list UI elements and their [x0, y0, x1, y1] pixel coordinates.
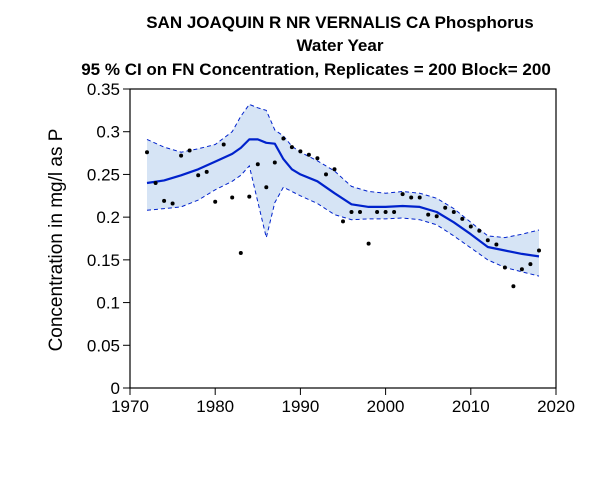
observed-point [298, 149, 303, 154]
fn-concentration-line [146, 138, 540, 258]
observed-point [179, 153, 184, 158]
observed-point [204, 169, 209, 174]
observed-point [426, 212, 431, 217]
y-tick-label: 0.1 [96, 294, 120, 313]
observed-point [272, 160, 277, 165]
observed-point [187, 148, 192, 153]
observed-point [264, 185, 269, 190]
plot-area: 1970 1980 1990 2000 2010 2020 0 0.05 0.1 0.15 0.2 0… [87, 80, 575, 416]
observed-point [375, 210, 380, 214]
observed-point [502, 265, 507, 270]
observed-point [153, 181, 158, 185]
observed-point [434, 214, 439, 219]
observed-point [170, 201, 175, 206]
observed-point [221, 142, 226, 147]
observed-point [528, 262, 533, 267]
observed-point [409, 195, 414, 200]
observed-point [519, 267, 524, 272]
observed-point [162, 198, 167, 203]
chart-title-line-3: 95 % CI on FN Concentration, Replicates … [81, 60, 551, 79]
plot-frame [129, 88, 557, 389]
observed-point [511, 284, 516, 289]
ci-upper-line [146, 103, 540, 239]
observed-point [145, 150, 149, 155]
observed-point [341, 219, 345, 224]
y-tick-label: 0 [111, 379, 120, 398]
observed-point [358, 210, 362, 214]
ci-lower-line [146, 164, 540, 277]
observed-point [255, 162, 260, 167]
x-tick-label: 1970 [111, 397, 149, 416]
observed-point [366, 241, 371, 246]
observed-point [537, 248, 541, 253]
observed-point [451, 210, 456, 214]
x-tick-label: 2000 [367, 397, 405, 416]
y-tick-label: 0.2 [96, 208, 120, 227]
observed-point [417, 195, 422, 200]
observed-point [196, 173, 201, 178]
observed-point [400, 192, 405, 197]
observed-point [247, 194, 252, 199]
x-tick-label: 1990 [281, 397, 319, 416]
y-tick-label: 0.3 [96, 123, 120, 142]
y-tick-label: 0.25 [87, 165, 120, 184]
chart-title-line-1: SAN JOAQUIN R NR VERNALIS CA Phosphorus [146, 13, 534, 32]
observed-point [306, 152, 311, 157]
observed-point [468, 224, 473, 229]
observed-point [494, 242, 499, 247]
y-axis-label: Concentration in mg/l as P [46, 129, 67, 352]
y-tick-label: 0.05 [87, 336, 120, 355]
observed-point [349, 210, 354, 214]
observed-point [392, 210, 397, 214]
observed-point [315, 156, 320, 161]
observed-point [485, 238, 490, 243]
observed-point [477, 228, 482, 233]
observed-point [230, 195, 235, 200]
chart-title-line-2: Water Year [297, 36, 384, 55]
observed-point [213, 199, 218, 204]
observed-point [324, 172, 328, 177]
observed-point [289, 145, 294, 150]
y-tick-label: 0.35 [87, 80, 120, 99]
observed-point [238, 251, 243, 255]
observed-point [443, 205, 448, 210]
observed-point [281, 136, 286, 141]
x-tick-label: 2020 [537, 397, 575, 416]
observed-point [383, 210, 388, 214]
y-tick-label: 0.15 [87, 251, 120, 270]
x-tick-label: 2010 [452, 397, 490, 416]
observed-point [460, 216, 465, 221]
observed-point [332, 167, 337, 172]
ci-band [147, 104, 539, 277]
x-tick-label: 1980 [196, 397, 234, 416]
